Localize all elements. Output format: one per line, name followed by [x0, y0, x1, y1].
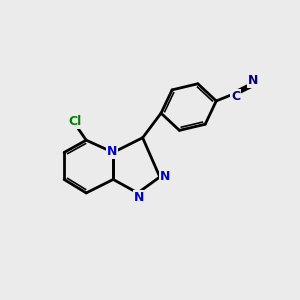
Text: N: N	[107, 145, 117, 158]
Text: N: N	[248, 74, 258, 87]
Text: N: N	[134, 191, 144, 204]
Text: C: C	[231, 90, 240, 103]
Text: N: N	[160, 170, 170, 184]
Text: Cl: Cl	[68, 115, 82, 128]
